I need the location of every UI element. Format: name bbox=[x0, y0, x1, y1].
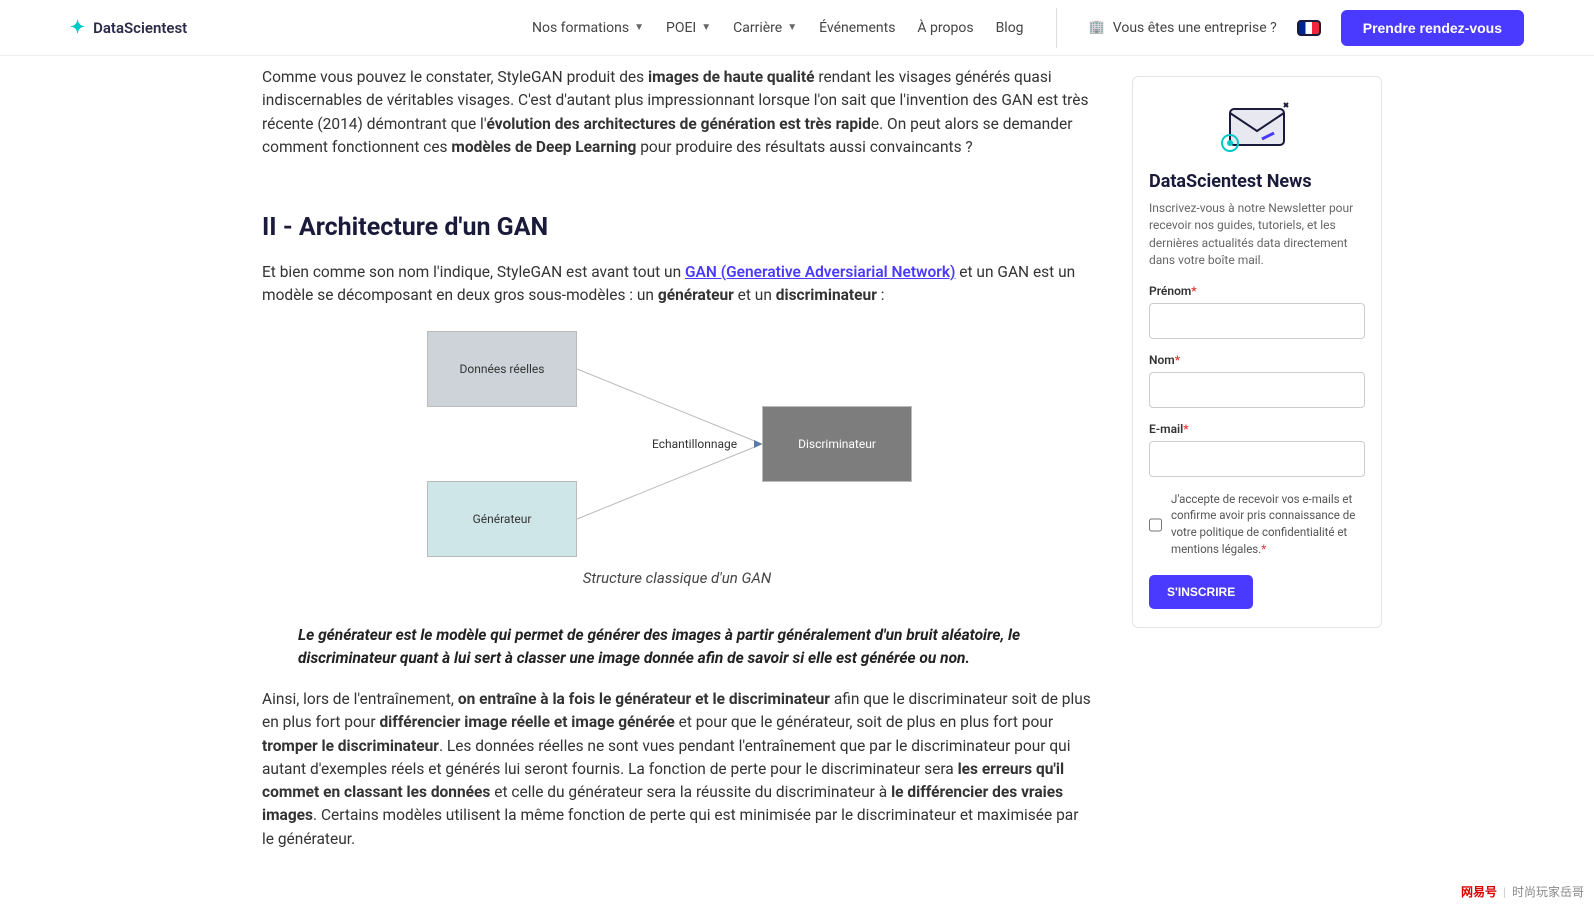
envelope-icon bbox=[1149, 95, 1365, 161]
main-nav: Nos formations▼ POEI▼ Carrière▼ Événemen… bbox=[532, 20, 1024, 36]
gan-diagram: Données réelles Générateur Discriminateu… bbox=[427, 331, 927, 561]
consent-checkbox[interactable] bbox=[1149, 493, 1162, 558]
diagram-edge-label: Echantillonnage bbox=[652, 435, 737, 453]
building-icon: 🏢 bbox=[1089, 20, 1105, 35]
newsletter-card: DataScientest News Inscrivez-vous à notr… bbox=[1132, 76, 1382, 628]
consent-row: J'accepte de recevoir vos e-mails et con… bbox=[1149, 491, 1365, 558]
nav-blog[interactable]: Blog bbox=[996, 20, 1024, 36]
blockquote: Le générateur est le modèle qui permet d… bbox=[262, 624, 1092, 671]
gan-link[interactable]: GAN (Generative Adversiarial Network) bbox=[685, 263, 955, 281]
brand-name: DataScientest bbox=[93, 19, 187, 37]
nom-input[interactable] bbox=[1149, 372, 1365, 408]
divider bbox=[1056, 8, 1057, 48]
diagram-caption: Structure classique d'un GAN bbox=[262, 567, 1092, 590]
language-flag-fr[interactable] bbox=[1297, 20, 1321, 36]
logo[interactable]: ✦ DataScientest bbox=[70, 17, 187, 38]
nav-apropos[interactable]: À propos bbox=[917, 20, 973, 36]
watermark: 网易号 | 时尚玩家岳哥 bbox=[1461, 883, 1584, 900]
paragraph-gan-intro: Et bien comme son nom l'indique, StyleGA… bbox=[262, 261, 1092, 308]
paragraph-intro: Comme vous pouvez le constater, StyleGAN… bbox=[262, 66, 1092, 159]
diagram-box-generator: Générateur bbox=[427, 481, 577, 557]
logo-icon: ✦ bbox=[70, 17, 85, 38]
article-content: Comme vous pouvez le constater, StyleGAN… bbox=[262, 66, 1092, 869]
chevron-down-icon: ▼ bbox=[701, 22, 711, 33]
prenom-input[interactable] bbox=[1149, 303, 1365, 339]
field-nom: Nom* bbox=[1149, 353, 1365, 408]
sidebar: DataScientest News Inscrivez-vous à notr… bbox=[1132, 76, 1382, 869]
email-input[interactable] bbox=[1149, 441, 1365, 477]
nav-poei[interactable]: POEI▼ bbox=[666, 20, 711, 36]
cta-button[interactable]: Prendre rendez-vous bbox=[1341, 10, 1524, 46]
newsletter-title: DataScientest News bbox=[1149, 171, 1365, 192]
subscribe-button[interactable]: S'INSCRIRE bbox=[1149, 575, 1253, 609]
nav-carriere[interactable]: Carrière▼ bbox=[733, 20, 797, 36]
chevron-down-icon: ▼ bbox=[787, 22, 797, 33]
diagram-box-data: Données réelles bbox=[427, 331, 577, 407]
paragraph-training: Ainsi, lors de l'entraînement, on entraî… bbox=[262, 688, 1092, 851]
nav-evenements[interactable]: Événements bbox=[819, 20, 895, 36]
newsletter-desc: Inscrivez-vous à notre Newsletter pour r… bbox=[1149, 200, 1365, 270]
diagram-box-discriminator: Discriminateur bbox=[762, 406, 912, 482]
field-email: E-mail* bbox=[1149, 422, 1365, 477]
header: ✦ DataScientest Nos formations▼ POEI▼ Ca… bbox=[0, 0, 1594, 56]
chevron-down-icon: ▼ bbox=[634, 22, 644, 33]
field-prenom: Prénom* bbox=[1149, 284, 1365, 339]
nav-formations[interactable]: Nos formations▼ bbox=[532, 20, 644, 36]
enterprise-link[interactable]: 🏢 Vous êtes une entreprise ? bbox=[1089, 20, 1277, 36]
section-heading: II - Architecture d'un GAN bbox=[262, 209, 1092, 247]
